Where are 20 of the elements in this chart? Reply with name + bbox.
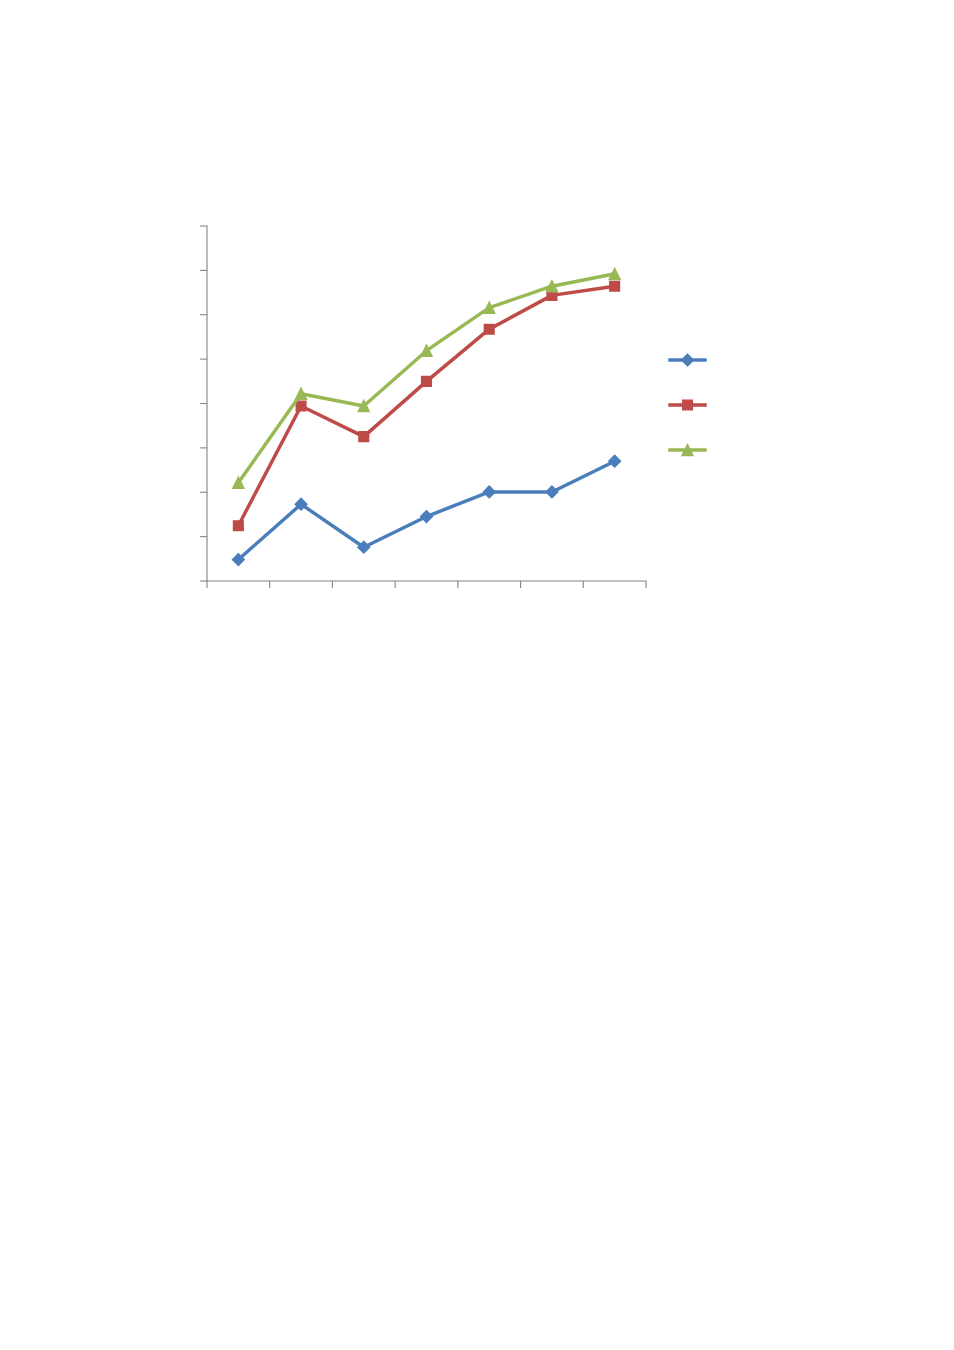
point: [482, 301, 496, 314]
point: [294, 387, 308, 400]
point: [545, 279, 559, 293]
point: [357, 540, 371, 554]
point: [609, 280, 621, 292]
point: [420, 375, 433, 387]
point: [231, 552, 245, 567]
point: [294, 497, 308, 511]
point: [608, 454, 622, 468]
point: [483, 323, 495, 335]
point: [295, 400, 307, 412]
point: [482, 485, 496, 499]
point: [608, 267, 621, 281]
point: [545, 485, 559, 499]
point: [419, 509, 434, 524]
point: [357, 399, 371, 413]
point: [232, 476, 245, 489]
point: [420, 344, 433, 357]
point: [358, 431, 370, 443]
point: [232, 520, 244, 532]
